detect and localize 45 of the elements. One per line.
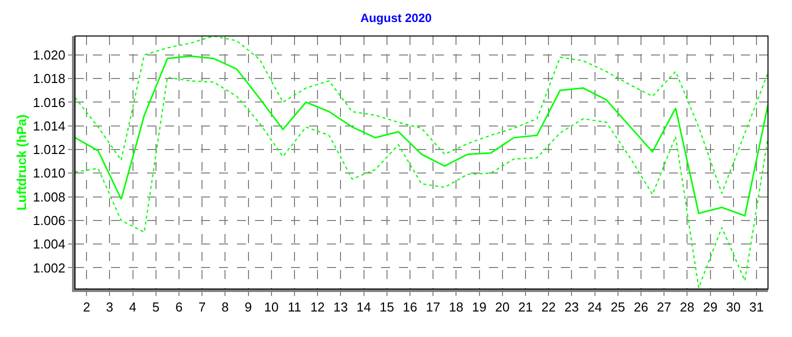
x-tick-label: 13 [333,300,348,315]
y-tick-label: 1.008 [32,189,66,204]
x-tick-label: 7 [198,300,206,315]
x-tick-label: 25 [610,300,626,315]
x-tick-label: 8 [222,300,229,315]
x-tick-label: 6 [175,300,183,315]
x-tick-label: 2 [82,300,90,315]
x-tick-label: 29 [703,300,718,315]
y-tick-label: 1.016 [32,94,66,110]
y-tick-label: 1.002 [32,260,66,276]
x-tick-label: 21 [518,300,533,315]
x-tick-label: 18 [448,300,464,315]
y-tick-label: 1.010 [32,166,66,181]
x-tick-label: 31 [749,300,764,315]
line-series [75,76,768,288]
x-tick-label: 5 [152,300,160,315]
x-tick-label: 22 [541,300,556,315]
x-tick-label: 28 [680,300,694,315]
line-series [75,36,768,194]
x-tick-label: 23 [564,300,579,315]
x-tick-label: 30 [726,300,741,315]
x-tick-label: 3 [106,300,114,315]
y-axis-title: Luftdruck (hPa) [14,114,29,211]
line-series [75,55,768,216]
x-tick-label: 9 [244,300,252,315]
x-tick-label: 4 [129,300,136,315]
y-tick-label: 1.004 [32,236,66,252]
x-tick-label: 11 [288,300,302,315]
y-tick-label: 1.006 [32,212,66,228]
chart-title: August 2020 [360,10,432,25]
x-tick-label: 10 [264,300,279,315]
x-tick-label: 27 [656,300,672,315]
x-tick-label: 19 [472,300,486,315]
y-tick-label: 1.020 [32,47,66,62]
y-tick-label: 1.018 [32,71,66,86]
x-tick-label: 15 [380,300,394,315]
x-tick-label: 14 [356,300,371,315]
y-tick-label: 1.014 [32,118,66,134]
x-tick-label: 20 [495,300,510,315]
x-tick-label: 24 [588,300,602,315]
x-tick-label: 17 [426,300,440,315]
y-tick-label: 1.012 [32,142,66,158]
x-tick-label: 16 [402,300,418,315]
x-tick-label: 26 [634,300,648,315]
x-tick-label: 12 [310,300,325,315]
